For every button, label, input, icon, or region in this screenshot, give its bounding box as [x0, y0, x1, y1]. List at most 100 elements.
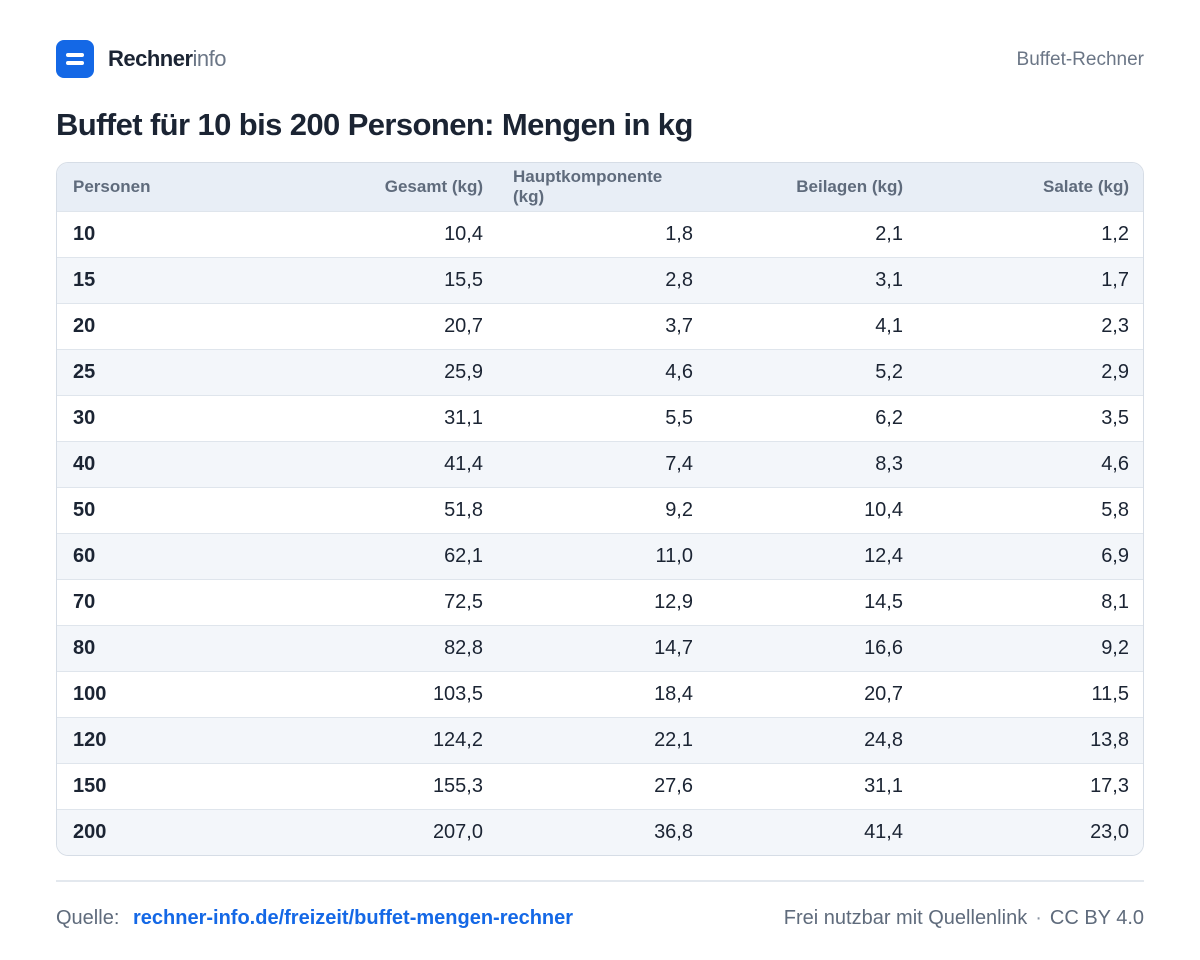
table-body: 10 10,4 1,8 2,1 1,2 15 15,5 2,8 3,1 1,7 20 20,7 3,7 4… — [57, 211, 1143, 855]
cell-sides: 10,4 — [864, 499, 903, 521]
column-header-persons: Personen — [73, 176, 151, 196]
license-badge: CC BY 4.0 — [1049, 907, 1144, 929]
cell-persons: 15 — [73, 269, 96, 291]
cell-salads: 1,2 — [1101, 223, 1129, 245]
table-row: 60 62,1 11,0 12,4 6,9 — [57, 533, 1143, 579]
cell-total: 62,1 — [444, 545, 483, 567]
cell-persons: 70 — [73, 591, 96, 613]
brand-strong: Rechner — [108, 46, 193, 71]
cell-sides: 20,7 — [864, 683, 903, 705]
cell-total: 82,8 — [444, 637, 483, 659]
cell-persons: 100 — [73, 683, 107, 705]
cell-persons: 25 — [73, 361, 96, 383]
cell-main: 5,5 — [665, 407, 693, 429]
cell-persons: 60 — [73, 545, 96, 567]
table-row: 80 82,8 14,7 16,6 9,2 — [57, 625, 1143, 671]
cell-salads: 23,0 — [1090, 821, 1129, 844]
cell-main: 18,4 — [654, 683, 693, 705]
cell-main: 36,8 — [654, 821, 693, 844]
cell-main: 27,6 — [654, 775, 693, 797]
logo-bar-top — [66, 53, 84, 57]
cell-persons: 30 — [73, 407, 96, 429]
cell-total: 25,9 — [444, 361, 483, 383]
cell-main: 1,8 — [665, 223, 693, 245]
cell-sides: 5,2 — [875, 361, 903, 383]
page-header: Rechnerinfo Buffet-Rechner — [56, 40, 1144, 78]
column-header-sides: Beilagen (kg) — [796, 176, 903, 196]
table-row: 15 15,5 2,8 3,1 1,7 — [57, 257, 1143, 303]
cell-total: 103,5 — [432, 683, 483, 705]
cell-persons: 20 — [73, 315, 96, 337]
cell-sides: 2,1 — [875, 223, 903, 245]
cell-salads: 8,1 — [1101, 591, 1129, 613]
cell-total: 155,3 — [432, 775, 483, 797]
cell-salads: 13,8 — [1090, 729, 1129, 751]
table-row: 40 41,4 7,4 8,3 4,6 — [57, 441, 1143, 487]
cell-salads: 11,5 — [1091, 683, 1129, 705]
column-header-salads: Salate (kg) — [1043, 176, 1129, 196]
cell-total: 15,5 — [444, 269, 483, 291]
cell-persons: 120 — [73, 729, 107, 751]
table-row: 200 207,0 36,8 41,4 23,0 — [57, 809, 1143, 855]
table-row: 120 124,2 22,1 24,8 13,8 — [57, 717, 1143, 763]
table-row: 30 31,1 5,5 6,2 3,5 — [57, 395, 1143, 441]
cell-salads: 2,3 — [1101, 315, 1129, 337]
logo-icon[interactable] — [56, 40, 94, 78]
cell-persons: 40 — [73, 453, 96, 475]
cell-salads: 9,2 — [1101, 637, 1129, 659]
page-title: Buffet für 10 bis 200 Personen: Mengen i… — [56, 107, 693, 142]
footer-divider — [56, 880, 1144, 882]
cell-total: 31,1 — [444, 407, 483, 429]
cell-main: 22,1 — [654, 729, 693, 751]
source-label: Quelle: — [56, 907, 120, 929]
cell-persons: 50 — [73, 499, 96, 521]
separator-dot: · — [1035, 907, 1042, 929]
cell-main: 12,9 — [654, 591, 693, 613]
cell-sides: 3,1 — [875, 269, 903, 291]
cell-sides: 14,5 — [864, 591, 903, 613]
brand-light: info — [192, 46, 227, 71]
cell-total: 51,8 — [444, 499, 483, 521]
cell-sides: 24,8 — [864, 729, 903, 751]
column-header-main: Hauptkomponente (kg) — [513, 166, 663, 206]
quantities-table-card: Personen Gesamt (kg) Hauptkomponente (kg… — [56, 162, 1144, 856]
source-link[interactable]: rechner-info.de/freizeit/buffet-mengen-r… — [133, 907, 574, 929]
table-row: 150 155,3 27,6 31,1 17,3 — [57, 763, 1143, 809]
cell-salads: 17,3 — [1090, 775, 1129, 797]
cell-persons: 200 — [73, 821, 107, 844]
cell-sides: 6,2 — [875, 407, 903, 429]
cell-sides: 41,4 — [864, 821, 903, 844]
cell-total: 41,4 — [444, 453, 483, 475]
cell-sides: 4,1 — [875, 315, 903, 337]
cell-salads: 4,6 — [1101, 453, 1129, 475]
cell-persons: 150 — [73, 775, 107, 797]
table-row: 100 103,5 18,4 20,7 11,5 — [57, 671, 1143, 717]
cell-salads: 5,8 — [1101, 499, 1129, 521]
cell-main: 7,4 — [665, 453, 693, 475]
table-row: 50 51,8 9,2 10,4 5,8 — [57, 487, 1143, 533]
brand-name[interactable]: Rechnerinfo — [108, 46, 227, 71]
cell-salads: 2,9 — [1101, 361, 1129, 383]
cell-main: 2,8 — [665, 269, 693, 291]
table-row: 20 20,7 3,7 4,1 2,3 — [57, 303, 1143, 349]
cell-sides: 16,6 — [864, 637, 903, 659]
cell-main: 3,7 — [665, 315, 693, 337]
cell-total: 20,7 — [444, 315, 483, 337]
table-header-row: Personen Gesamt (kg) Hauptkomponente (kg… — [57, 163, 1143, 211]
cell-sides: 8,3 — [875, 453, 903, 475]
cell-main: 11,0 — [655, 545, 693, 567]
cell-salads: 3,5 — [1101, 407, 1129, 429]
cell-salads: 1,7 — [1101, 269, 1129, 291]
cell-salads: 6,9 — [1101, 545, 1129, 567]
cell-sides: 12,4 — [864, 545, 903, 567]
table-row: 10 10,4 1,8 2,1 1,2 — [57, 211, 1143, 257]
cell-persons: 10 — [73, 223, 96, 245]
cell-total: 207,0 — [432, 821, 483, 844]
cell-persons: 80 — [73, 637, 96, 659]
cell-main: 4,6 — [665, 361, 693, 383]
cell-total: 72,5 — [444, 591, 483, 613]
page-footer: Quelle: rechner-info.de/freizeit/buffet-… — [56, 906, 1144, 932]
quantities-table: Personen Gesamt (kg) Hauptkomponente (kg… — [57, 163, 1143, 855]
table-row: 70 72,5 12,9 14,5 8,1 — [57, 579, 1143, 625]
logo-bar-bottom — [66, 61, 84, 65]
